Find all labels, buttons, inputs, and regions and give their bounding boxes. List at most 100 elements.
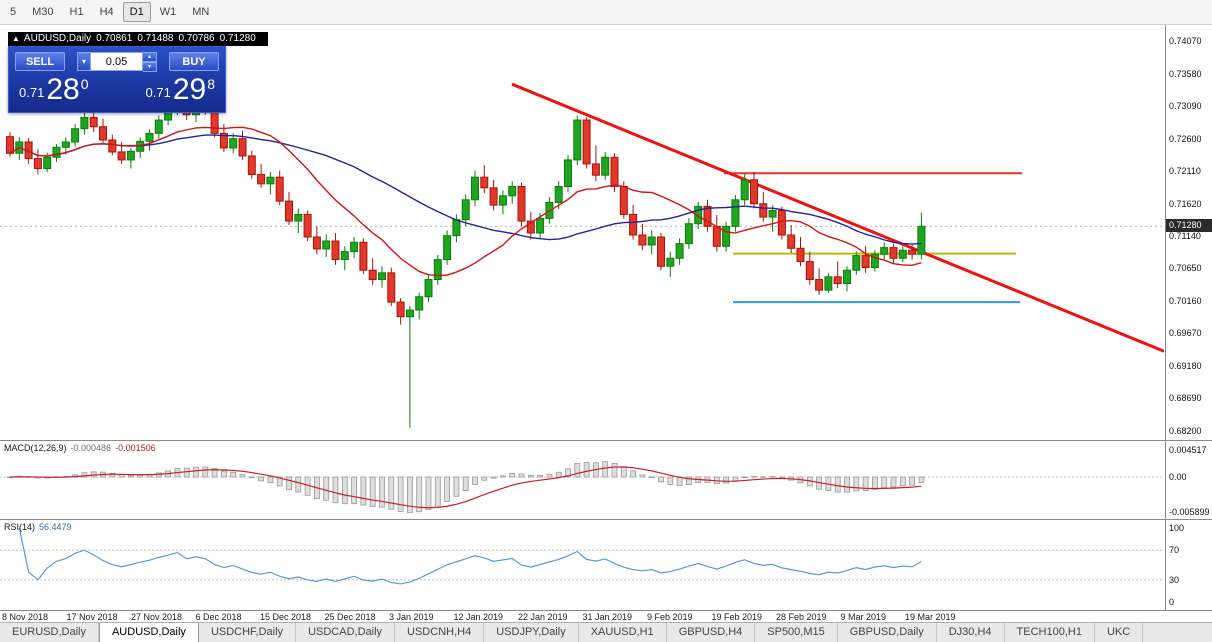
volume-dropdown-button[interactable]: ▾	[77, 51, 91, 71]
macd-histogram-bar	[472, 476, 478, 485]
candle-body	[657, 236, 665, 267]
main-chart-panel: ▲ AUDUSD,Daily 0.70861 0.71488 0.70786 0.7128…	[0, 25, 1212, 440]
rsi-line	[18, 527, 922, 585]
candle-body	[880, 247, 889, 255]
macd-histogram-bar	[462, 476, 469, 492]
chart-tab-usdjpy-daily[interactable]: USDJPY,Daily	[484, 623, 579, 642]
date-tick-label: 9 Mar 2019	[840, 612, 887, 622]
timeframe-button-mn[interactable]: MN	[192, 6, 210, 18]
candle-body	[480, 176, 489, 189]
macd-histogram-bar	[918, 476, 925, 483]
chart-tab-audusd-daily[interactable]: AUDUSD,Daily	[98, 623, 199, 642]
candle-body	[852, 255, 861, 271]
macd-panel: MACD(12,26,9) -0.000486 -0.001506 0.004517…	[0, 440, 1212, 519]
candle-body	[275, 176, 284, 202]
candle-body	[443, 235, 452, 261]
candle-body	[861, 255, 870, 269]
ohlc-high: 0.71488	[137, 33, 174, 44]
volume-increase-button[interactable]: ▴	[143, 51, 157, 62]
macd-histogram-bar	[602, 461, 609, 478]
macd-histogram-bar	[360, 476, 367, 506]
macd-histogram-bar	[379, 476, 385, 508]
chart-tab-gbpusd-h4[interactable]: GBPUSD,H4	[667, 623, 756, 642]
chart-tab-dj30-h4[interactable]: DJ30,H4	[937, 623, 1005, 642]
macd-histogram-bar	[341, 476, 348, 505]
macd-histogram-bar	[416, 476, 423, 513]
panel-collapse-icon[interactable]: ▲	[12, 34, 20, 43]
candle-body	[219, 132, 228, 149]
macd-histogram-bar	[490, 476, 497, 479]
macd-histogram-bar	[890, 476, 897, 488]
candle-body	[331, 240, 340, 261]
timeframe-button-h4[interactable]: H4	[99, 6, 114, 18]
ohlc-open: 0.70861	[96, 33, 133, 44]
macd-histogram-bar	[434, 476, 441, 507]
macd-histogram-bar	[723, 476, 729, 484]
volume-input[interactable]: 0.05	[91, 51, 143, 71]
candle-body	[452, 219, 461, 237]
volume-decrease-button[interactable]: ▾	[143, 61, 157, 72]
macd-histogram-bar	[574, 463, 581, 478]
candle-body	[257, 174, 266, 185]
candle-body	[917, 225, 926, 255]
candle-body	[889, 247, 898, 259]
chart-tab-xauusd-h1[interactable]: XAUUSD,H1	[579, 623, 667, 642]
macd-histogram-bar	[127, 474, 134, 478]
chart-tab-usdcnh-h4[interactable]: USDCNH,H4	[395, 623, 485, 642]
macd-histogram-bar	[109, 472, 116, 478]
chart-tab-ukc[interactable]: UKC	[1095, 623, 1144, 642]
chart-tab-bar: EURUSD,Daily AUDUSD,Daily USDCHF,Daily USDC…	[0, 622, 1212, 642]
chart-tab-usdcad-daily[interactable]: USDCAD,Daily	[296, 623, 396, 642]
sell-price[interactable]: 0.71 28 0	[19, 73, 88, 107]
macd-histogram-bar	[369, 476, 376, 508]
price-tick-label: 0.70160	[1169, 295, 1202, 306]
macd-histogram-bar	[741, 476, 748, 479]
timeframe-button-5[interactable]: 5	[10, 6, 17, 18]
macd-histogram-bar	[881, 476, 888, 489]
rsi-tick-label: 70	[1169, 545, 1180, 556]
timeframe-button-d1[interactable]: D1	[122, 2, 151, 22]
chart-tab-usdchf-daily[interactable]: USDCHF,Daily	[199, 623, 297, 642]
macd-histogram-bar	[81, 472, 88, 478]
macd-histogram-bar	[155, 472, 162, 478]
candle-body	[387, 272, 396, 303]
rsi-tick-label: 100	[1169, 523, 1185, 533]
buy-price[interactable]: 0.71 29 8	[146, 73, 215, 107]
candle-body	[99, 126, 107, 141]
macd-histogram-bar	[211, 468, 218, 478]
macd-histogram-bar	[397, 476, 404, 512]
candle-body	[582, 119, 591, 165]
chart-tab-sp500-m15[interactable]: SP500,M15	[755, 623, 838, 642]
descending-trendline[interactable]	[511, 82, 1164, 353]
macd-histogram-bar	[769, 476, 776, 478]
timeframe-button-m30[interactable]: M30	[32, 6, 54, 18]
candle-body	[229, 138, 238, 149]
macd-histogram-bar	[332, 476, 339, 504]
chart-tab-eurusd-daily[interactable]: EURUSD,Daily	[0, 623, 99, 642]
macd-histogram-bar	[844, 476, 850, 493]
timeframe-button-h1[interactable]: H1	[69, 6, 84, 18]
date-tick-label: 31 Jan 2019	[582, 612, 633, 622]
candle-body	[285, 200, 293, 222]
macd-histogram-bar	[630, 470, 636, 478]
chart-tab-gbpusd-daily[interactable]: GBPUSD,Daily	[838, 623, 937, 642]
macd-tick-label: -0.005899	[1169, 507, 1210, 518]
date-tick-label: 9 Feb 2019	[647, 612, 693, 622]
date-axis: 8 Nov 2018 17 Nov 2018 27 Nov 2018 6 Dec 20…	[0, 610, 1212, 622]
candle-body	[247, 155, 256, 176]
candle-body	[684, 223, 693, 245]
date-tick-label: 19 Mar 2019	[905, 612, 956, 622]
macd-histogram-bar	[555, 471, 562, 478]
timeframe-button-w1[interactable]: W1	[159, 6, 177, 18]
candle-body	[89, 116, 98, 128]
candle-body	[498, 195, 507, 206]
macd-histogram-bar	[351, 476, 358, 504]
buy-button[interactable]: BUY	[169, 51, 219, 71]
chart-tab-tech100-h1[interactable]: TECH100,H1	[1005, 623, 1095, 642]
rsi-name: RSI(14)	[4, 522, 36, 532]
sell-button[interactable]: SELL	[15, 51, 65, 71]
macd-main-value: -0.000486	[70, 443, 112, 453]
candle-body	[396, 301, 405, 318]
macd-tick-label: 0.004517	[1169, 445, 1207, 456]
